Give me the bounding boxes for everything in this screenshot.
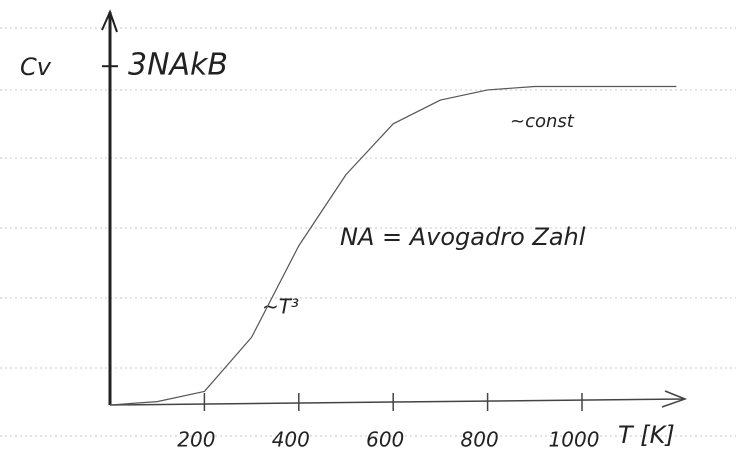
x-tick-label: 600 xyxy=(366,428,404,452)
x-tick-label: 200 xyxy=(177,428,215,452)
x-tick-label: 1000 xyxy=(549,428,600,452)
x-tick-label: 800 xyxy=(461,428,499,452)
x-tick-label: 400 xyxy=(272,428,310,452)
data-line xyxy=(109,85,677,406)
x-axis xyxy=(109,398,686,406)
annotation: ~const xyxy=(510,111,575,132)
y-axis-arrow xyxy=(101,9,118,33)
y-tick-label: 3NAkB xyxy=(128,48,228,83)
x-axis-label: T [K] xyxy=(618,421,675,449)
y-axis-label: Cv xyxy=(20,53,52,81)
annotation: ~T³ xyxy=(262,295,299,319)
x-axis-arrow xyxy=(661,390,688,408)
annotation: NA = Avogadro Zahl xyxy=(340,223,586,251)
